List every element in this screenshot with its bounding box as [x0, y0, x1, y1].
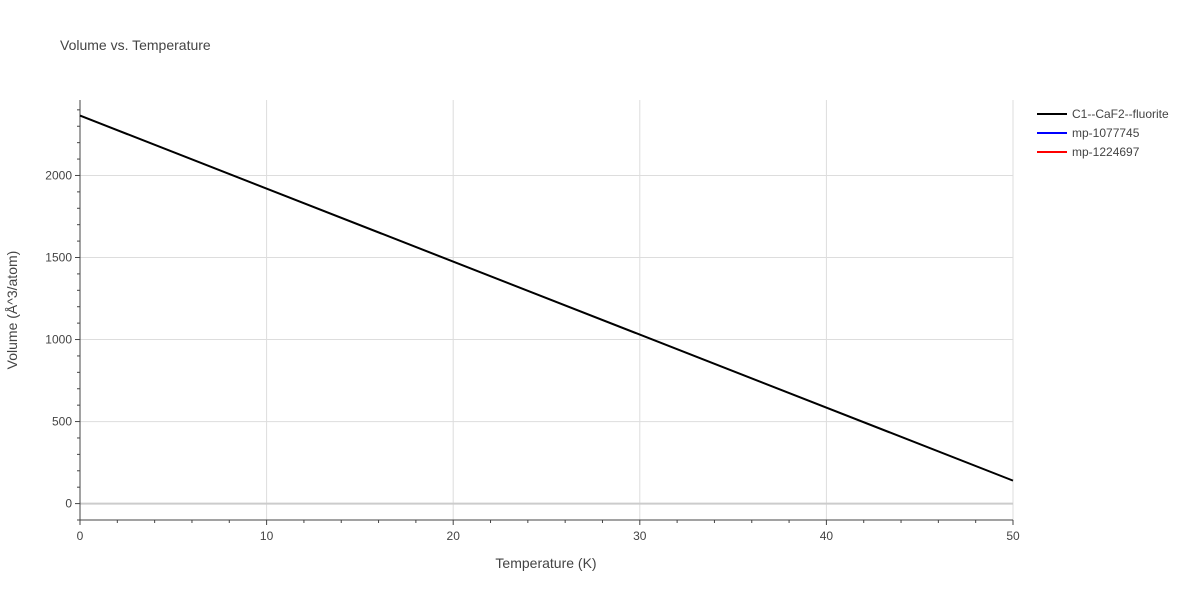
y-tick-label: 500: [52, 415, 72, 429]
x-tick-label: 40: [820, 529, 834, 543]
chart-title: Volume vs. Temperature: [60, 37, 211, 53]
x-tick-label: 50: [1006, 529, 1020, 543]
legend-label: C1--CaF2--fluorite: [1072, 107, 1169, 121]
y-tick-label: 0: [65, 497, 72, 511]
x-tick-label: 30: [633, 529, 647, 543]
x-tick-label: 0: [77, 529, 84, 543]
legend-label: mp-1077745: [1072, 126, 1140, 140]
series-line-0: [79, 114, 1014, 482]
x-tick-label: 10: [260, 529, 274, 543]
grid: [80, 100, 1014, 520]
y-tick-label: 2000: [45, 168, 72, 182]
y-axis-title: Volume (Å^3/atom): [4, 251, 20, 370]
legend-label: mp-1224697: [1072, 145, 1140, 159]
y-tick-label: 1000: [45, 333, 72, 347]
legend: C1--CaF2--fluorite mp-1077745 mp-1224697: [1037, 107, 1169, 159]
y-tick-label: 1500: [45, 251, 72, 265]
x-tick-label: 20: [447, 529, 461, 543]
x-axis-title: Temperature (K): [495, 555, 596, 571]
series-lines: [79, 114, 1014, 482]
